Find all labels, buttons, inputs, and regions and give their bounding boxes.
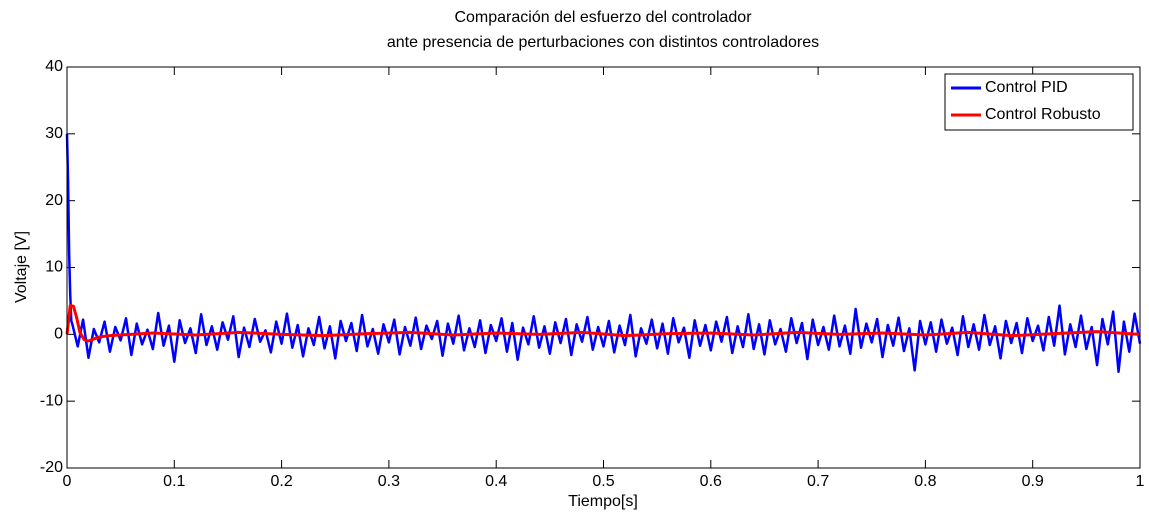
legend-box <box>944 73 1134 131</box>
x-tick-label: 0.4 <box>485 473 507 490</box>
y-tick-label: 20 <box>45 192 63 209</box>
x-axis-label: Tiempo[s] <box>568 493 638 510</box>
series-line <box>65 304 1141 343</box>
y-tick-label: -10 <box>40 392 63 409</box>
x-tick-label: 0.3 <box>378 473 400 490</box>
x-tick-label: 0.2 <box>270 473 292 490</box>
y-axis-label: Voltaje [V] <box>13 231 30 303</box>
x-tick-label: 0 <box>63 473 72 490</box>
x-tick-label: 0.8 <box>914 473 936 490</box>
y-tick-label: -20 <box>40 459 63 476</box>
x-tick-label: 1 <box>1136 473 1145 490</box>
series-line <box>65 133 1142 374</box>
chart-subtitle: ante presencia de perturbaciones con dis… <box>387 34 819 51</box>
legend-label: Control PID <box>985 79 1068 96</box>
chart-title: Comparación del esfuerzo del controlador <box>454 9 752 26</box>
x-tick-label: 0.6 <box>700 473 722 490</box>
plot-frame <box>66 66 1141 469</box>
y-tick-label: 40 <box>45 58 63 75</box>
x-tick-label: 0.1 <box>163 473 185 490</box>
y-tick-label: 10 <box>45 259 63 276</box>
x-tick-label: 0.5 <box>592 473 614 490</box>
x-tick-label: 0.9 <box>1022 473 1044 490</box>
x-tick-label: 0.7 <box>807 473 829 490</box>
y-tick-label: 0 <box>54 326 63 343</box>
y-tick-label: 30 <box>45 125 63 142</box>
legend-label: Control Robusto <box>985 106 1101 123</box>
